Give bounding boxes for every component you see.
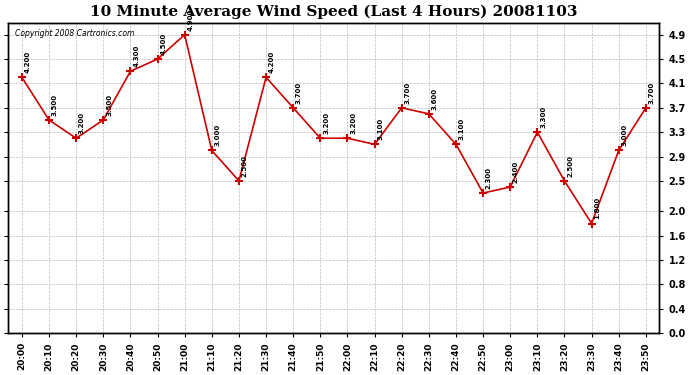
Text: 2.400: 2.400 — [513, 160, 519, 183]
Text: 3.000: 3.000 — [622, 124, 627, 146]
Text: 3.100: 3.100 — [377, 118, 384, 140]
Text: 2.500: 2.500 — [241, 155, 248, 177]
Text: 3.600: 3.600 — [432, 88, 437, 110]
Text: 3.100: 3.100 — [459, 118, 465, 140]
Text: 4.900: 4.900 — [188, 8, 193, 30]
Text: 2.300: 2.300 — [486, 167, 492, 189]
Text: 1.800: 1.800 — [594, 197, 600, 219]
Text: 3.500: 3.500 — [106, 94, 112, 116]
Text: 3.500: 3.500 — [52, 94, 58, 116]
Text: 4.200: 4.200 — [269, 51, 275, 73]
Text: 3.300: 3.300 — [540, 106, 546, 128]
Text: 3.200: 3.200 — [79, 112, 85, 134]
Text: 3.000: 3.000 — [215, 124, 221, 146]
Text: 3.200: 3.200 — [323, 112, 329, 134]
Text: Copyright 2008 Cartronics.com: Copyright 2008 Cartronics.com — [15, 29, 135, 38]
Text: 4.200: 4.200 — [25, 51, 30, 73]
Text: 2.500: 2.500 — [567, 155, 573, 177]
Text: 3.700: 3.700 — [649, 81, 655, 104]
Text: 3.700: 3.700 — [404, 81, 411, 104]
Text: 3.700: 3.700 — [296, 81, 302, 104]
Title: 10 Minute Average Wind Speed (Last 4 Hours) 20081103: 10 Minute Average Wind Speed (Last 4 Hou… — [90, 4, 578, 18]
Text: 3.200: 3.200 — [351, 112, 356, 134]
Text: 4.300: 4.300 — [133, 45, 139, 67]
Text: 4.500: 4.500 — [160, 33, 166, 55]
